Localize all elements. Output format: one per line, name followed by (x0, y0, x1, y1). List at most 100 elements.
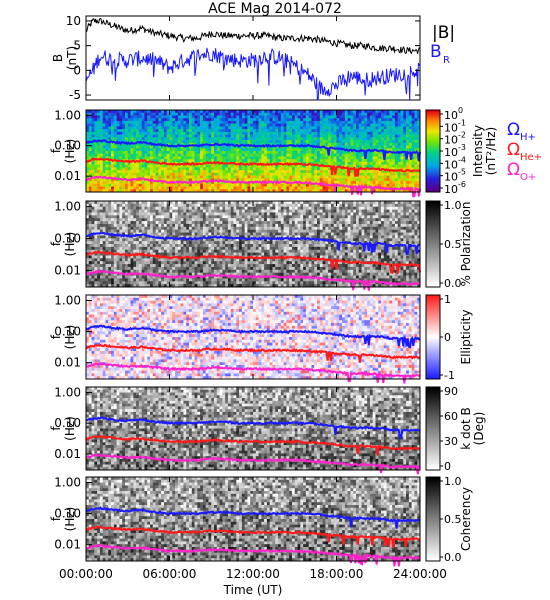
colorbar-tick-exponent: -6 (458, 180, 466, 189)
spectrogram-cell (131, 135, 134, 138)
spectrogram-cell (239, 170, 242, 173)
spectrogram-cell (236, 176, 239, 179)
spectrogram-cell (364, 135, 367, 138)
spectrogram-cell (105, 235, 108, 238)
spectrogram-cell (356, 156, 359, 159)
spectrogram-cell (222, 135, 225, 138)
spectrogram-cell (192, 135, 195, 138)
spectrogram-cell (206, 165, 209, 168)
spectrogram-cell (144, 250, 147, 253)
spectrogram-cell (309, 126, 312, 129)
spectrogram-cell (228, 118, 231, 121)
spectrogram-cell (309, 118, 312, 121)
spectrogram-cell (92, 187, 95, 190)
spectrogram-cell (259, 154, 262, 157)
spectrogram-cell (100, 184, 103, 187)
spectrogram-cell (111, 187, 114, 190)
spectrogram-cell (142, 121, 145, 124)
spectrogram-cell (284, 148, 287, 151)
spectrogram-cell (208, 170, 211, 173)
spectrogram-cell (164, 140, 167, 143)
spectrogram-cell (164, 250, 167, 253)
spectrogram-cell (289, 156, 292, 159)
spectrogram-cell (94, 178, 97, 181)
spectrogram-cell (214, 184, 217, 187)
spectrogram-cell (206, 118, 209, 121)
spectrogram-cell (192, 184, 195, 187)
spectrogram-cell (153, 247, 156, 250)
spectrogram-cell (167, 253, 170, 256)
spectrogram-cell (311, 137, 314, 140)
spectrogram-cell (303, 140, 306, 143)
spectrogram-cell (378, 115, 381, 118)
spectrogram-cell (183, 167, 186, 170)
spectrogram-cell (298, 170, 301, 173)
spectrogram-cell (264, 154, 267, 157)
spectrogram-cell (300, 184, 303, 187)
spectrogram-cell (300, 156, 303, 159)
spectrogram-cell (153, 154, 156, 157)
spectrogram-cell (203, 159, 206, 162)
spectrogram-cell (250, 167, 253, 170)
spectrogram-cell (97, 230, 100, 233)
spectrogram-cell (156, 264, 159, 267)
colorbar-tick-exponent: -5 (458, 168, 466, 177)
spectrogram-cell (217, 148, 220, 151)
spectrogram-cell (389, 121, 392, 124)
spectrogram-cell (164, 258, 167, 261)
spectrogram-cell (105, 267, 108, 270)
spectrogram-cell (192, 173, 195, 176)
spectrogram-cell (197, 215, 200, 218)
spectrogram-cell (350, 121, 353, 124)
spectrogram-cell (139, 121, 142, 124)
spectrogram-cell (117, 255, 120, 258)
spectrogram-cell (195, 250, 198, 253)
spectrogram-cell (150, 258, 153, 261)
spectrogram-cell (217, 140, 220, 143)
spectrogram-cell (323, 121, 326, 124)
spectrogram-cell (164, 267, 167, 270)
spectrogram-cell (128, 129, 131, 132)
spectrogram-cell (403, 118, 406, 121)
spectrogram-cell (203, 115, 206, 118)
spectrogram-cell (144, 244, 147, 247)
spectrogram-cell (222, 165, 225, 168)
spectrogram-cell (353, 121, 356, 124)
spectrogram-cell (136, 135, 139, 138)
spectrogram-cell (300, 135, 303, 138)
spectrogram-cell (208, 187, 211, 190)
spectrogram-cell (105, 151, 108, 154)
spectrogram-cell (125, 204, 128, 207)
spectrogram-cell (242, 135, 245, 138)
spectrogram-cell (236, 135, 239, 138)
spectrogram-cell (186, 140, 189, 143)
spectrogram-cell (144, 241, 147, 244)
spectrogram-cell (367, 140, 370, 143)
spectrogram-cell (364, 140, 367, 143)
spectrogram-cell (331, 162, 334, 165)
spectrogram-cell (161, 250, 164, 253)
spectrogram-cell (314, 148, 317, 151)
spectrogram-cell (200, 121, 203, 124)
spectrogram-cell (373, 121, 376, 124)
spectrogram-cell (156, 140, 159, 143)
spectrogram-cell (208, 118, 211, 121)
spectrogram-cell (131, 250, 134, 253)
spectrogram-cell (167, 173, 170, 176)
spectrogram-cell (186, 148, 189, 151)
spectrogram-cell (111, 261, 114, 264)
spectrogram-cell (133, 135, 136, 138)
spectrogram-cell (153, 115, 156, 118)
spectrogram-cell (401, 184, 404, 187)
spectrogram-cell (125, 261, 128, 264)
spectrogram-cell (128, 187, 131, 190)
spectrogram-cell (167, 215, 170, 218)
spectrogram-cell (270, 170, 273, 173)
spectrogram-cell (195, 264, 198, 267)
spectrogram-cell (170, 247, 173, 250)
spectrogram-cell (323, 154, 326, 157)
spectrogram-cell (281, 118, 284, 121)
spectrogram-cell (289, 154, 292, 157)
spectrogram-cell (325, 115, 328, 118)
spectrogram-cell (119, 278, 122, 281)
